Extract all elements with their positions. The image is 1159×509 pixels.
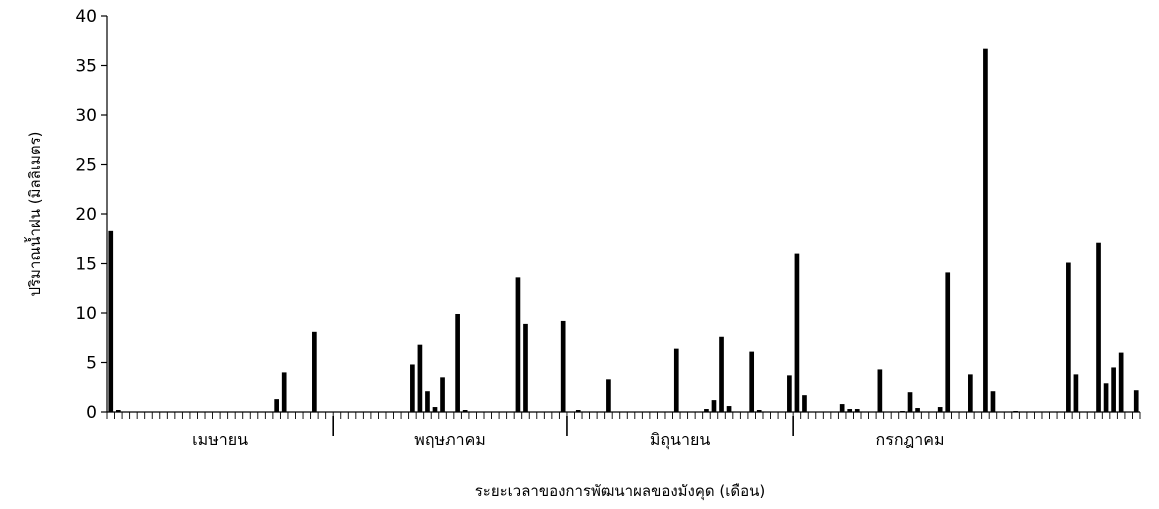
bar: ก.ค. 20: 0.5 [938, 407, 943, 412]
y-tick-label: 5 [86, 354, 97, 374]
y-axis: 0 5 10 15 20 25 30 35 40 [75, 7, 107, 423]
bar: พ.ค. 17: 9.9 [455, 314, 460, 412]
bar: ก.ค. 8: 0.3 [847, 409, 852, 412]
bar: มิ.ย. 22: 0.6 [727, 406, 732, 412]
bar: เม.ย. 2: 0.2 [116, 410, 121, 412]
month-label: กรกฎาคม [876, 430, 945, 449]
y-tick-label: 40 [75, 7, 97, 27]
bar: ก.ค. 2: 1.7 [802, 395, 807, 412]
bar: พ.ค. 25: 13.6 [516, 277, 521, 412]
bar: มิ.ย. 20: 1.2 [712, 400, 717, 412]
bar: มิ.ย. 2: 0.2 [576, 410, 581, 412]
bar: ก.ค. 24: 3.8 [968, 374, 973, 412]
bar: พ.ค. 12: 6.8 [418, 345, 423, 412]
y-axis-title: ปริมาณน้ำฝน (มิลลิเมตร) [24, 131, 44, 296]
y-tick-label: 10 [75, 304, 97, 324]
bar: ก.ค. 21: 14.1 [945, 272, 950, 412]
bar: พ.ค. 14: 0.5 [433, 407, 438, 412]
bar: undefined: 2.9 [1104, 383, 1109, 412]
bar: พ.ค. 26: 8.9 [523, 324, 528, 412]
bar: ก.ค. 30: 0.1 [1013, 411, 1018, 412]
y-tick-label: 25 [75, 156, 97, 176]
month-label: เมษายน [192, 430, 248, 449]
bar: เม.ย. 28: 8.1 [312, 332, 317, 412]
bar: undefined: 6 [1119, 353, 1124, 412]
bar: มิ.ย. 25: 6.1 [749, 352, 754, 412]
bar: เม.ย. 23: 1.3 [274, 399, 279, 412]
bar: พ.ค. 15: 3.5 [440, 377, 445, 412]
bar: มิ.ย. 19: 0.3 [704, 409, 709, 412]
bar: ก.ค. 7: 0.8 [840, 404, 845, 412]
bar: มิ.ย. 6: 3.3 [606, 379, 611, 412]
y-tick-label: 0 [86, 403, 97, 423]
x-axis: เมษายน พฤษภาคม มิถุนายน กรกฎาคม [107, 412, 1140, 450]
bar: undefined: 3.8 [1074, 374, 1079, 412]
bar: พ.ค. 11: 4.8 [410, 364, 415, 412]
bar: เม.ย. 1: 18.3 [108, 231, 113, 412]
y-tick-label: 15 [75, 255, 97, 275]
bar: undefined: 15.1 [1066, 263, 1071, 412]
bar: มิ.ย. 26: 0.2 [757, 410, 762, 412]
x-axis-title: ระยะเวลาของการพัฒนาผลของมังคุด (เดือน) [475, 482, 766, 501]
month-label: พฤษภาคม [414, 430, 486, 449]
y-tick-label: 20 [75, 205, 97, 225]
bar-series: เม.ย. 1: 18.3เม.ย. 2: 0.2เม.ย. 23: 1.3เม… [108, 49, 1138, 412]
bar: undefined: 2.2 [1134, 390, 1139, 412]
bar: เม.ย. 24: 4 [282, 372, 287, 412]
bar: พ.ค. 18: 0.2 [463, 410, 468, 412]
bar: ก.ค. 12: 4.3 [878, 369, 883, 412]
month-label: มิถุนายน [650, 430, 711, 450]
bar: มิ.ย. 30: 3.7 [787, 375, 792, 412]
bar: ก.ค. 9: 0.3 [855, 409, 860, 412]
bar: พ.ค. 31: 9.2 [561, 321, 566, 412]
y-tick-label: 30 [75, 106, 97, 126]
bar: ก.ค. 17: 0.4 [915, 408, 920, 412]
bar: ก.ค. 1: 16 [795, 254, 800, 412]
bar: undefined: 4.5 [1111, 367, 1116, 412]
bar: มิ.ย. 21: 7.6 [719, 337, 724, 412]
bar: พ.ค. 13: 2.1 [425, 391, 430, 412]
bar: ก.ค. 27: 2.1 [991, 391, 996, 412]
y-tick-label: 35 [75, 57, 97, 77]
bar: ก.ค. 16: 2 [908, 392, 913, 412]
bar: ก.ค. 15: 0.1 [900, 411, 905, 412]
bar: ก.ค. 26: 36.7 [983, 49, 988, 412]
bar: มิ.ย. 15: 6.4 [674, 349, 679, 412]
bar: undefined: 17.1 [1096, 243, 1101, 412]
